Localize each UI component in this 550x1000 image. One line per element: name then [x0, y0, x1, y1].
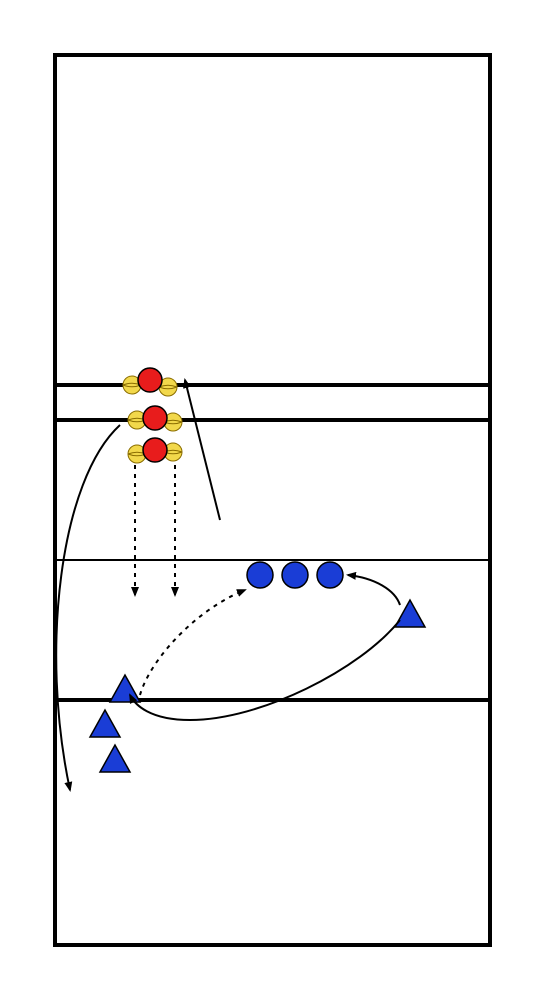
volleyball-drill-diagram [0, 0, 550, 1000]
blue-player-1 [282, 562, 308, 588]
court-outline [55, 55, 490, 945]
red-player-1 [143, 406, 167, 430]
red-player-0 [138, 368, 162, 392]
blue-player-0 [247, 562, 273, 588]
red-player-2 [143, 438, 167, 462]
blue-player-2 [317, 562, 343, 588]
